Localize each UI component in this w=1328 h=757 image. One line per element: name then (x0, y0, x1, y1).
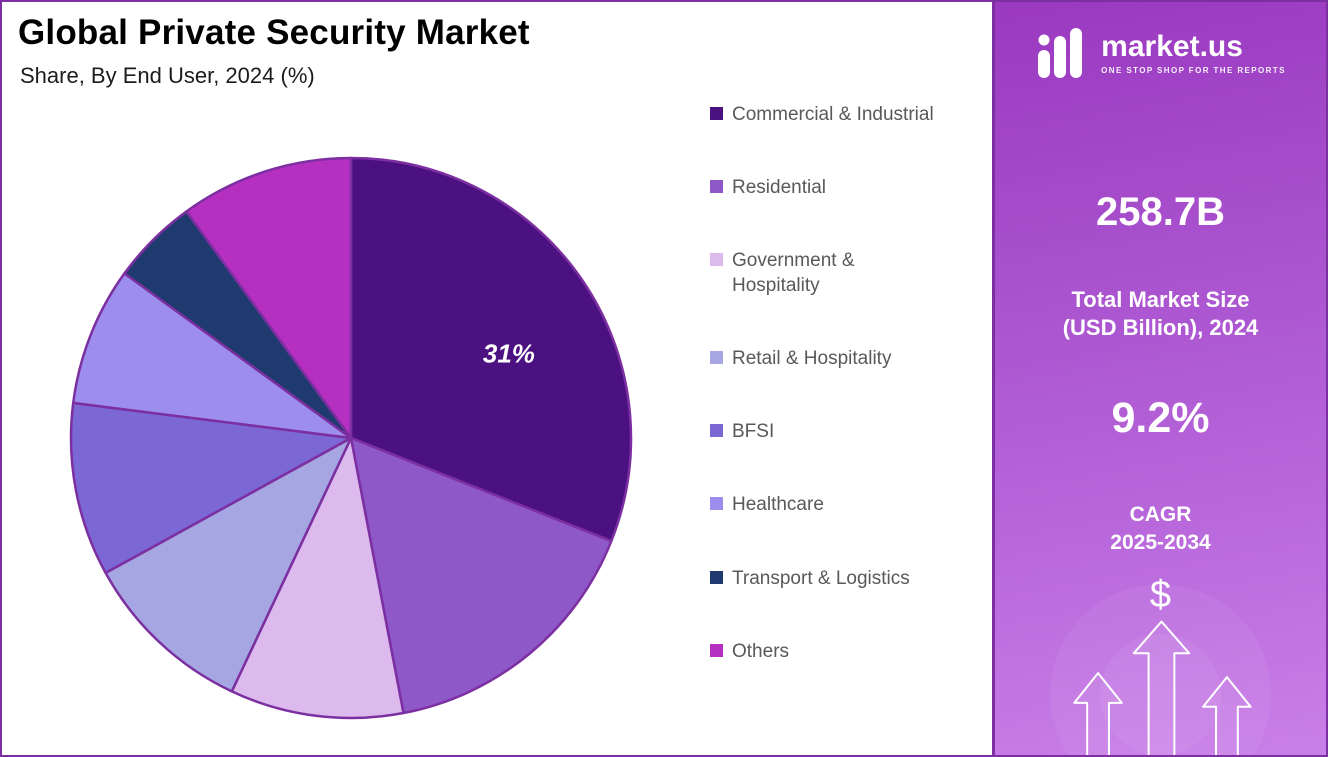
legend-label: Government & Hospitality (732, 250, 855, 297)
logo-name: market.us (1101, 29, 1243, 63)
legend-label: Retail & Hospitality (732, 348, 892, 370)
legend-item: Government & Hospitality (710, 248, 986, 298)
cagr-label-line1: CAGR (1129, 503, 1192, 526)
legend-label: Transport & Logistics (732, 567, 910, 589)
cagr-label-line2: 2025-2034 (1110, 530, 1211, 554)
legend-swatch (710, 424, 723, 438)
market-us-logo-icon (1038, 28, 1083, 78)
legend: Commercial & Industrial Residential Govern… (710, 102, 986, 664)
pie-slice-5 (69, 401, 353, 575)
legend-item: BFSI (710, 419, 986, 444)
legend-label: Residential (732, 177, 826, 199)
legend-swatch (710, 253, 723, 267)
legend-swatch (710, 497, 723, 511)
pie-chart-container: 31% (58, 145, 644, 731)
logo-text-block: market.us ONE STOP SHOP FOR THE REPORTS (1101, 29, 1286, 75)
legend-swatch (710, 570, 723, 584)
page-subtitle: Share, By End User, 2024 (%) (20, 62, 315, 88)
page-title: Global Private Security Market (18, 13, 530, 52)
legend-swatch (710, 351, 723, 365)
legend-label: Commercial & Industrial (732, 104, 934, 125)
pie-slice-4 (104, 436, 353, 693)
legend-swatch (710, 107, 723, 120)
logo-tagline: ONE STOP SHOP FOR THE REPORTS (1101, 65, 1286, 75)
market-size-label-line1: Total Market Size (1071, 287, 1250, 312)
pie-slice-8 (185, 156, 353, 440)
market-size-value: 258.7B (1096, 190, 1225, 234)
dollar-icon: $ (1149, 574, 1172, 616)
cagr-value: 9.2% (1111, 394, 1210, 442)
pie-data-label: 31% (483, 338, 535, 368)
cagr-label: CAGR 2025-2034 (995, 501, 1326, 556)
legend-item: Residential (710, 175, 986, 200)
growth-arrows (995, 615, 1326, 755)
chart-section: Global Private Security Market Share, By… (2, 2, 992, 755)
legend-item: Healthcare (710, 492, 986, 517)
growth-arrows-icon (1073, 620, 1252, 755)
stats-panel: market.us ONE STOP SHOP FOR THE REPORTS … (992, 2, 1326, 755)
legend-item: Commercial & Industrial (710, 102, 986, 127)
market-size-label-line2: (USD Billion), 2024 (1062, 314, 1259, 340)
legend-swatch (710, 180, 723, 194)
legend-item: Transport & Logistics (710, 566, 986, 591)
legend-swatch (710, 643, 723, 657)
pie-slice-3 (230, 436, 405, 720)
pie-chart: 31% (69, 156, 633, 720)
brand-logo: market.us ONE STOP SHOP FOR THE REPORTS (995, 26, 1326, 80)
legend-item: Others (710, 639, 986, 664)
legend-label: Healthcare (732, 494, 824, 516)
pie-slice-6 (71, 272, 353, 440)
pie-slice-2 (349, 436, 613, 715)
legend-item: Retail & Hospitality (710, 346, 986, 371)
legend-label: Others (732, 640, 790, 662)
title-block: Global Private Security Market Share, By… (18, 13, 530, 89)
market-size-label: Total Market Size (USD Billion), 2024 (995, 286, 1326, 341)
pie-slice-1 (349, 156, 633, 543)
legend-label: BFSI (732, 421, 775, 443)
